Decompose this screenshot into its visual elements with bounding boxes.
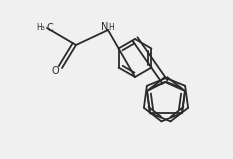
Text: H: H xyxy=(108,24,114,32)
Text: 3: 3 xyxy=(41,27,45,31)
Text: C: C xyxy=(47,23,53,33)
Text: O: O xyxy=(51,66,59,76)
Text: N: N xyxy=(101,22,109,32)
Text: H: H xyxy=(36,23,42,31)
